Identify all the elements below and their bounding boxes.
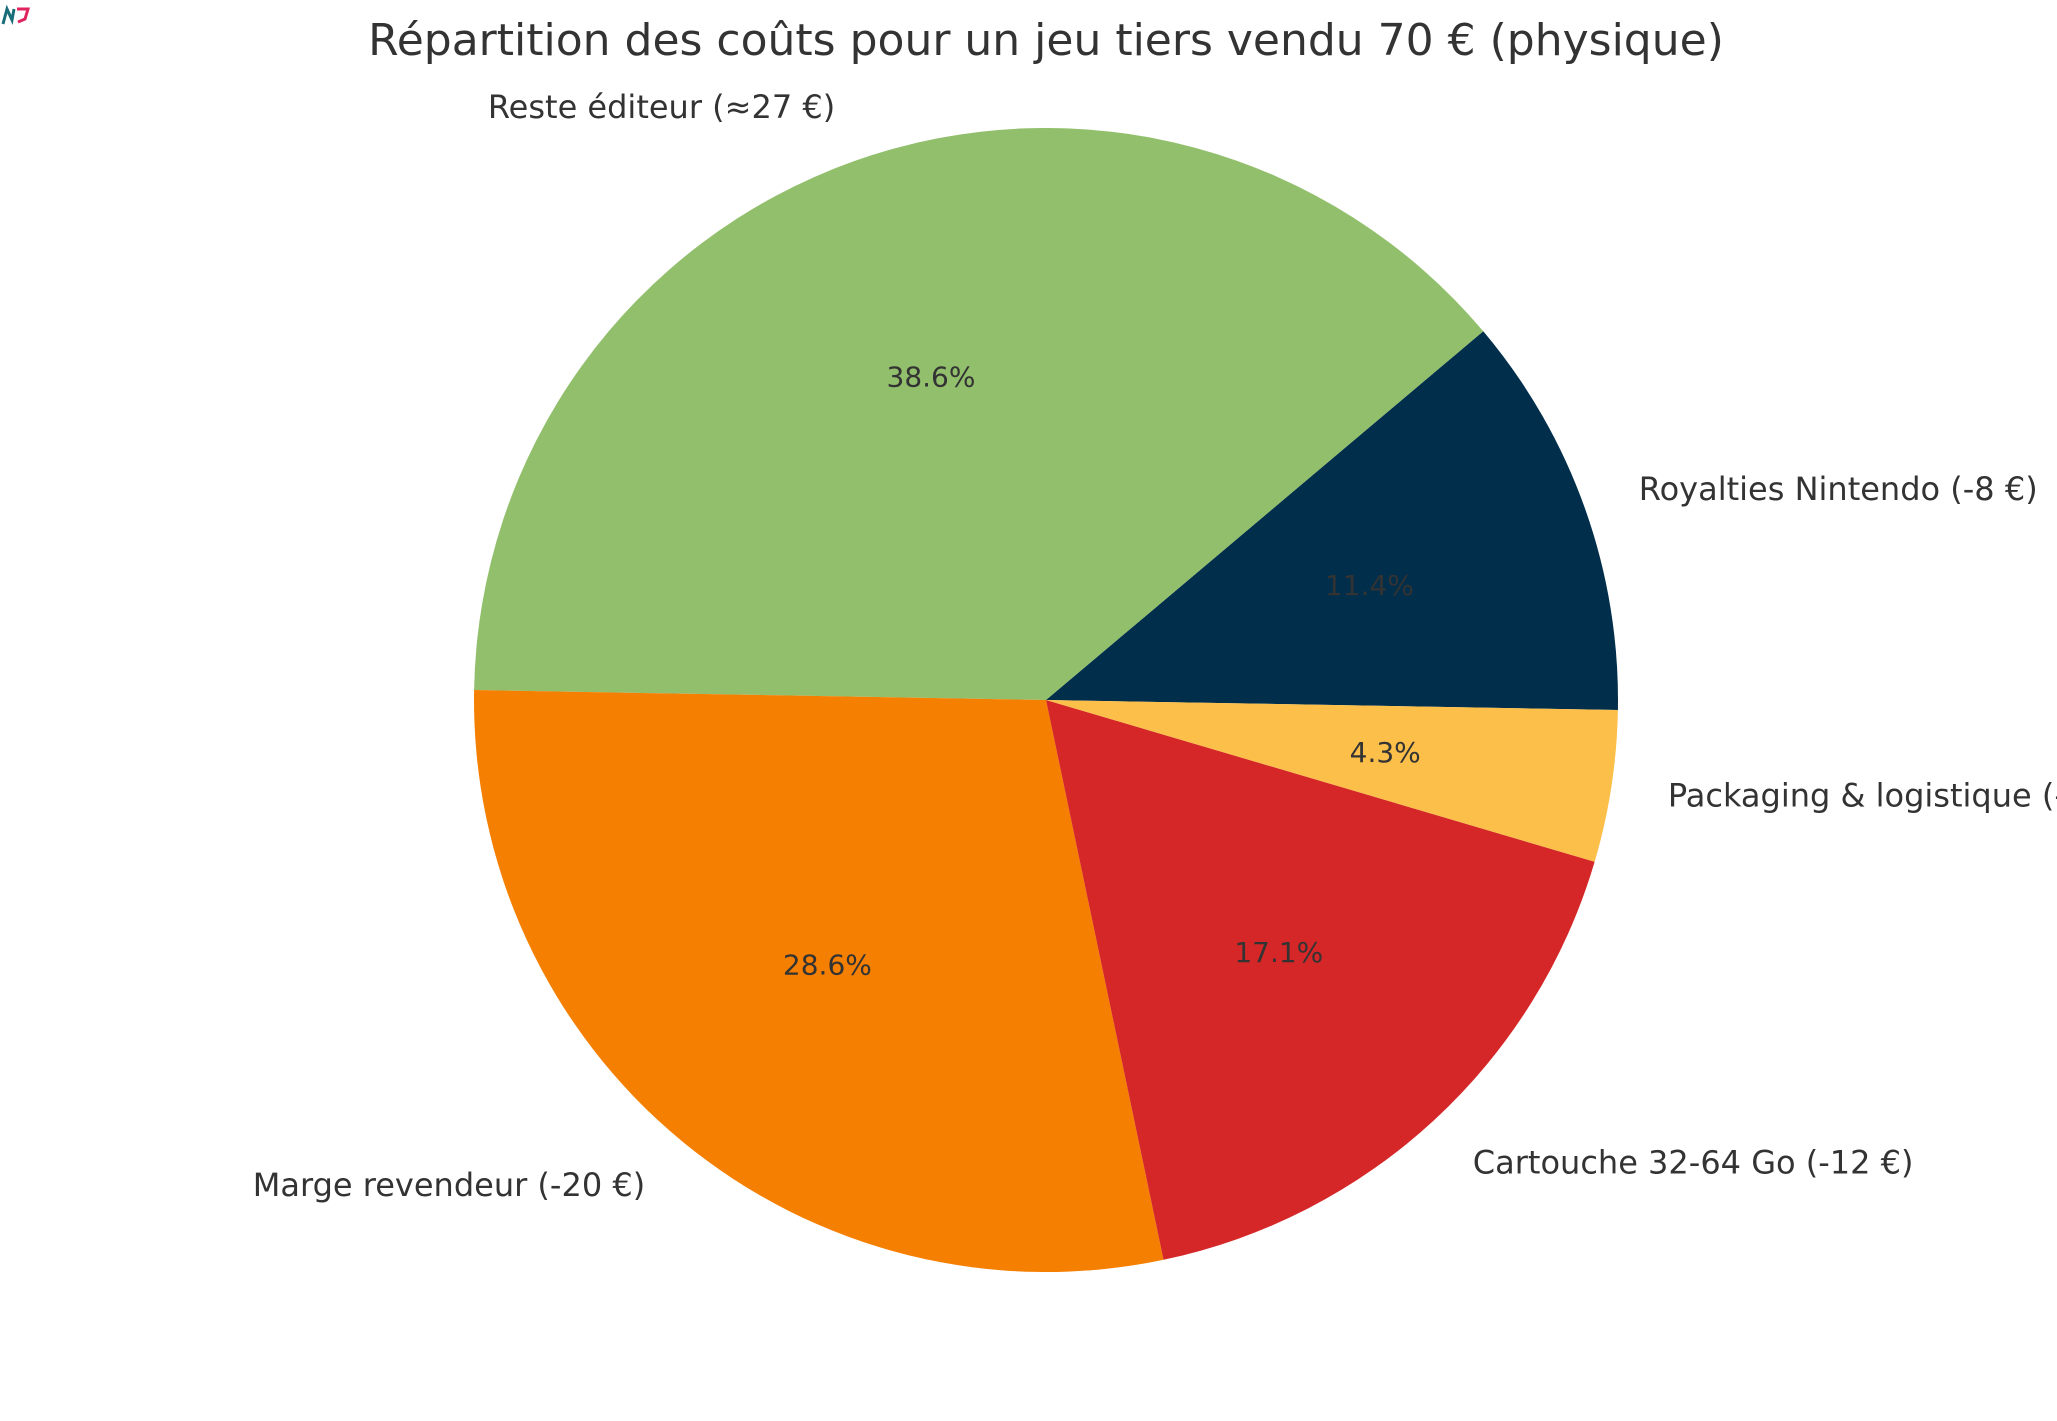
pie-slice <box>1046 331 1618 710</box>
pie-slice <box>474 690 1164 1273</box>
brand-logo <box>1 4 31 25</box>
slice-label: Royalties Nintendo (-8 €) <box>1639 470 2038 508</box>
pie-slice <box>1046 700 1618 862</box>
slice-percent: 17.1% <box>1234 936 1323 969</box>
pie-labels: Royalties Nintendo (-8 €) 11.4% Reste édit… <box>253 88 2057 1204</box>
slice-percent: 4.3% <box>1350 736 1421 769</box>
chart-title: Répartition des coûts pour un jeu tiers … <box>368 15 1724 66</box>
pie-slice <box>1046 700 1595 1260</box>
pie-slices <box>474 127 1618 1273</box>
slice-percent: 11.4% <box>1325 569 1414 602</box>
slice-percent: 28.6% <box>783 949 872 982</box>
slice-label: Cartouche 32-64 Go (-12 €) <box>1473 1143 1914 1181</box>
slice-label: Packaging & logistique (-3 €) <box>1668 776 2057 814</box>
slice-label: Reste éditeur (≈27 €) <box>488 88 835 126</box>
pie-slice <box>474 127 1484 701</box>
slice-label: Marge revendeur (-20 €) <box>253 1166 645 1204</box>
slice-percent: 38.6% <box>887 361 976 394</box>
